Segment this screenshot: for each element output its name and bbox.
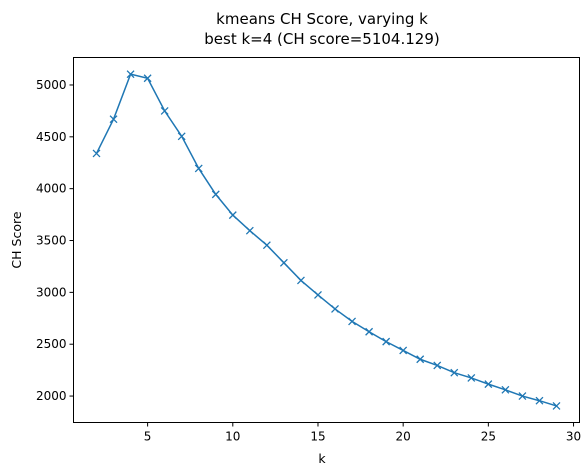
data-point-marker (382, 337, 391, 346)
series-markers (92, 70, 561, 410)
data-point-marker (348, 317, 357, 326)
y-axis: 2000 2500 3000 3500 4000 4500 5000 (36, 78, 74, 403)
y-tick-label: 4500 (36, 130, 67, 144)
data-point-marker (228, 211, 237, 220)
x-tick-label: 10 (225, 430, 240, 444)
y-axis-label: CH Score (9, 211, 24, 268)
data-point-marker (331, 304, 339, 313)
data-point-marker (262, 241, 271, 250)
chart-title: kmeans CH Score, varying k (216, 10, 428, 28)
x-tick-label: 20 (396, 430, 411, 444)
x-tick-label: 30 (566, 430, 581, 444)
data-point-marker (92, 149, 101, 158)
y-tick-label: 2000 (36, 389, 67, 403)
data-point-marker (450, 368, 459, 377)
plot-area (73, 57, 580, 423)
data-point-marker (365, 327, 374, 336)
data-point-marker (501, 385, 510, 394)
data-point-marker (399, 346, 408, 355)
data-point-marker (245, 226, 254, 235)
data-point-marker (109, 115, 118, 124)
x-tick-label: 5 (144, 430, 152, 444)
data-point-marker (194, 164, 203, 173)
data-point-marker (518, 392, 527, 401)
chart-subtitle: best k=4 (CH score=5104.129) (204, 30, 439, 48)
x-tick-label: 15 (310, 430, 325, 444)
data-point-marker (177, 132, 186, 141)
data-point-marker (126, 70, 135, 79)
data-point-marker (416, 355, 425, 364)
data-point-marker (160, 106, 169, 115)
data-point-marker (484, 380, 493, 389)
data-point-marker (296, 276, 305, 285)
data-point-marker (143, 74, 152, 83)
data-point-marker (552, 401, 561, 410)
data-point-marker (467, 373, 476, 382)
data-point-marker (314, 290, 322, 299)
x-tick-label: 25 (481, 430, 496, 444)
x-axis-label: k (318, 451, 326, 466)
y-tick-label: 4000 (36, 182, 67, 196)
y-tick-label: 3500 (36, 234, 67, 248)
x-axis: 5 10 15 20 25 30 (144, 422, 581, 444)
y-tick-label: 2500 (36, 337, 67, 351)
data-point-marker (535, 396, 544, 405)
data-point-marker (433, 361, 442, 370)
data-point-marker (279, 258, 288, 267)
series-line (95, 73, 557, 407)
y-tick-label: 5000 (36, 78, 67, 92)
y-tick-label: 3000 (36, 285, 67, 299)
data-point-marker (211, 190, 220, 199)
